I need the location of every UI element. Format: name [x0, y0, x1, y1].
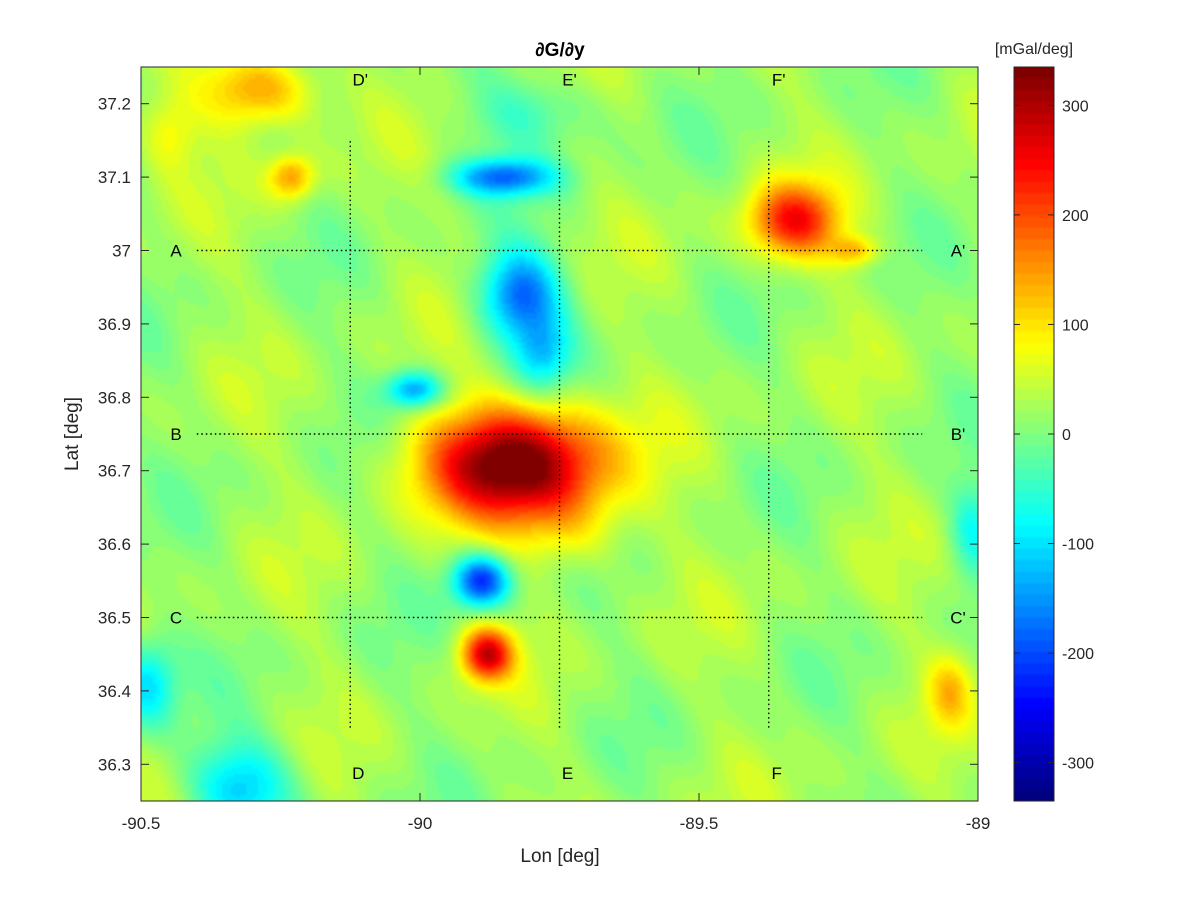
x-tick-label: -89.5 — [680, 814, 719, 833]
y-tick-label: 37 — [112, 242, 131, 261]
y-tick-label: 37.2 — [98, 95, 131, 114]
profile-lines — [196, 140, 923, 728]
x-axis-ticks: -90.5 -90 -89.5 -89 — [122, 67, 991, 833]
y-tick-label: 37.1 — [98, 168, 131, 187]
profile-label-start: D — [352, 764, 364, 783]
y-tick-label: 36.8 — [98, 388, 131, 407]
profile-label-end: C' — [950, 609, 966, 628]
colorbar: -300 -200 -100 0 100 200 300 [mGal/deg] — [995, 41, 1094, 802]
colorbar-tick-label: -300 — [1062, 756, 1094, 773]
y-tick-label: 36.4 — [98, 682, 131, 701]
x-tick-label: -89 — [966, 814, 991, 833]
profile-label-end: E' — [562, 70, 577, 89]
profile-label-end: F' — [772, 70, 786, 89]
colorbar-tick-label: 0 — [1062, 427, 1071, 444]
colorbar-gradient — [1014, 67, 1054, 801]
profile-label-start: A — [170, 242, 182, 261]
colorbar-unit-label: [mGal/deg] — [995, 41, 1073, 58]
colorbar-tick-label: 300 — [1062, 98, 1089, 115]
y-tick-label: 36.7 — [98, 462, 131, 481]
profile-label-end: A' — [951, 242, 966, 261]
colorbar-tick-label: 200 — [1062, 208, 1089, 225]
profile-label-end: D' — [352, 70, 368, 89]
colorbar-tick-label: -200 — [1062, 646, 1094, 663]
x-tick-label: -90 — [408, 814, 433, 833]
colorbar-tick-label: -100 — [1062, 537, 1094, 554]
colorbar-ticks: -300 -200 -100 0 100 200 300 — [1014, 98, 1094, 773]
chart-title: ∂G/∂y — [535, 40, 585, 61]
y-tick-label: 36.3 — [98, 755, 131, 774]
y-tick-label: 36.9 — [98, 315, 131, 334]
plot-frame — [140, 66, 979, 802]
y-axis-label: Lat [deg] — [62, 397, 83, 471]
profile-label-start: C — [170, 609, 182, 628]
y-tick-label: 36.6 — [98, 535, 131, 554]
profile-label-start: E — [562, 764, 573, 783]
x-axis-label: Lon [deg] — [520, 846, 599, 867]
y-tick-label: 36.5 — [98, 609, 131, 628]
y-axis-ticks: 36.3 36.4 36.5 36.6 36.7 36.8 36.9 37 37.1 37.2 — [98, 95, 978, 774]
profile-label-start: F — [772, 764, 782, 783]
colorbar-tick-label: 100 — [1062, 317, 1089, 334]
x-tick-label: -90.5 — [122, 814, 161, 833]
profile-label-end: B' — [951, 425, 966, 444]
profile-labels: A A' B B' C C' D D' E E' F F' — [170, 70, 966, 783]
profile-label-start: B — [170, 425, 181, 444]
